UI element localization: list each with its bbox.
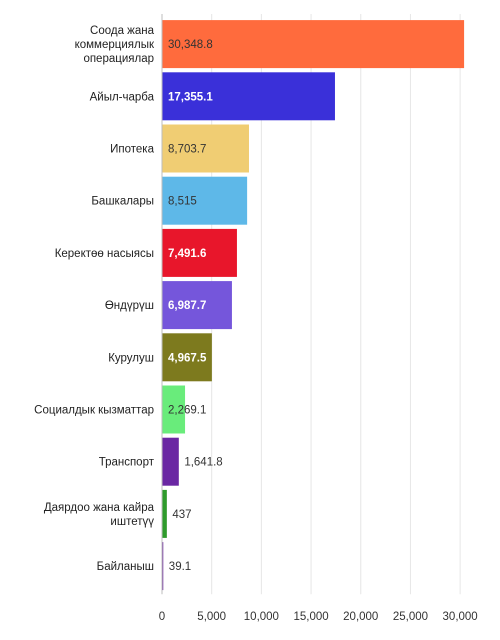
- bar: [162, 20, 465, 69]
- category-label: Айыл-чарба: [90, 91, 155, 103]
- category-label: Керектөө насыясы: [55, 248, 154, 260]
- bar: [162, 72, 335, 121]
- value-labels: 30,348.8 17,355.1 8,703.7 8,515 7,491.6 6,987…: [168, 39, 223, 573]
- x-tick-label: 15,000: [293, 611, 328, 623]
- x-tick-label: 10,000: [244, 611, 279, 623]
- category-label: операциялар: [83, 53, 154, 65]
- value-label: 17,355.1: [168, 91, 213, 103]
- x-tick-label: 5,000: [197, 611, 226, 623]
- category-label: Курулуш: [108, 352, 154, 364]
- bar: [162, 437, 179, 486]
- value-label: 8,515: [168, 196, 197, 208]
- bar: [162, 124, 249, 173]
- x-tick-label: 25,000: [393, 611, 428, 623]
- category-label: Башкалары: [91, 196, 154, 208]
- value-label: 437: [172, 509, 191, 521]
- bars-group: [162, 20, 465, 591]
- bar: [162, 176, 248, 225]
- value-label: 1,641.8: [184, 457, 222, 469]
- value-label: 2,269.1: [168, 405, 206, 417]
- x-tick-label: 30,000: [443, 611, 478, 623]
- value-label: 39.1: [169, 561, 191, 573]
- bar: [162, 542, 164, 591]
- value-label: 4,967.5: [168, 352, 207, 364]
- category-label: Ипотека: [110, 144, 154, 156]
- bar: [162, 385, 186, 434]
- value-label: 8,703.7: [168, 144, 206, 156]
- category-label: иштетүү: [110, 516, 154, 528]
- x-tick-label: 20,000: [343, 611, 378, 623]
- category-labels: Соода жана коммерциялык операциялар Айыл-ча…: [34, 25, 155, 573]
- category-label: Транспорт: [99, 457, 155, 469]
- value-label: 6,987.7: [168, 300, 206, 312]
- bar: [162, 489, 167, 538]
- x-axis-ticks: 0 5,000 10,000 15,000 20,000 25,000 30,000: [159, 611, 478, 623]
- category-label: Өндүрүш: [105, 300, 154, 312]
- x-tick-label: 0: [159, 611, 165, 623]
- category-label: Даярдоо жана кайра: [44, 502, 155, 514]
- category-label: коммерциялык: [75, 39, 155, 51]
- category-label: Социалдык кызматтар: [34, 405, 154, 417]
- value-label: 7,491.6: [168, 248, 206, 260]
- category-label: Соода жана: [90, 25, 155, 37]
- bar: [162, 333, 212, 382]
- bar: [162, 228, 237, 277]
- value-label: 30,348.8: [168, 39, 213, 51]
- bar: [162, 281, 232, 330]
- category-label: Байланыш: [97, 561, 154, 573]
